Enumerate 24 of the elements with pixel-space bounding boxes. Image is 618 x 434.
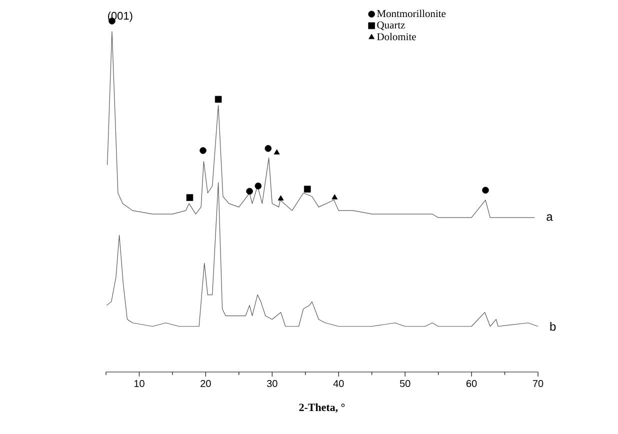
point <box>482 186 489 194</box>
legend-label: Dolomite <box>377 32 416 40</box>
point <box>186 194 194 201</box>
point <box>278 195 284 200</box>
x-tick-label: 20 <box>200 380 211 388</box>
point <box>264 145 272 152</box>
x-tick-label: 30 <box>266 380 278 388</box>
x-axis-title: 2-Theta, ° <box>299 403 345 413</box>
point <box>274 149 280 154</box>
x-tick-label: 40 <box>333 380 344 388</box>
series-label: b <box>550 322 556 331</box>
x-tick-label: 70 <box>532 380 544 388</box>
point <box>304 186 311 193</box>
point <box>254 182 262 190</box>
point <box>246 188 253 195</box>
x-tick-label: 10 <box>134 380 144 388</box>
legend-label: Montmorillonite <box>377 10 446 18</box>
series-label: a <box>546 214 553 221</box>
x-tick-label: 50 <box>400 380 410 388</box>
x-tick-label: 60 <box>466 380 477 388</box>
point <box>332 194 338 200</box>
point <box>200 147 206 154</box>
point <box>214 96 222 103</box>
legend-label: Quartz <box>377 22 405 30</box>
